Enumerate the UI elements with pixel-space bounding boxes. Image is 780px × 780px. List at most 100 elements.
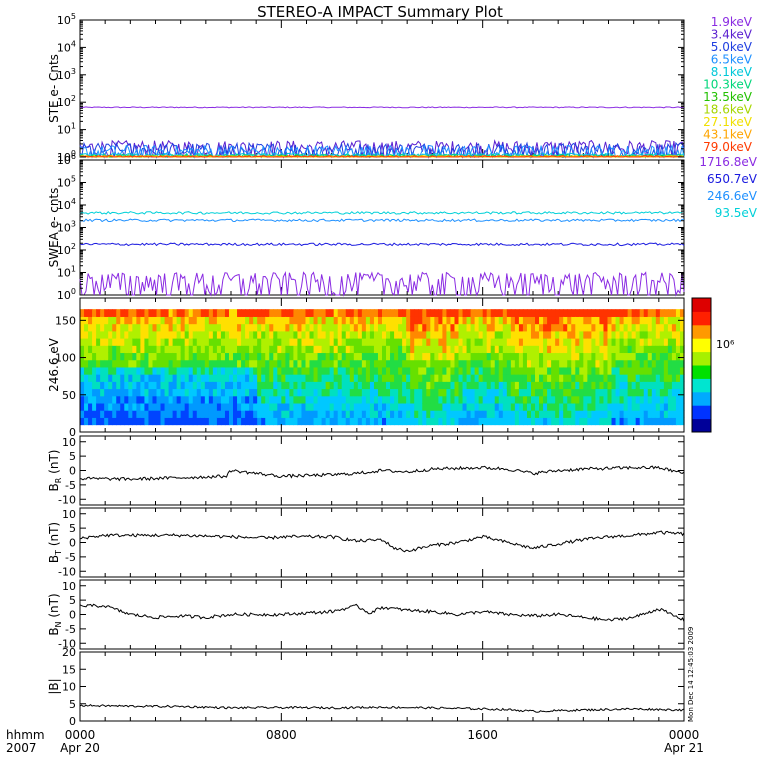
pad-heatmap-cell xyxy=(591,374,597,382)
pad-heatmap-cell xyxy=(301,410,307,418)
pad-heatmap-cell xyxy=(325,402,331,411)
pad-heatmap-cell xyxy=(635,323,641,332)
pad-heatmap-cell xyxy=(188,417,194,426)
pad-heatmap-cell xyxy=(104,323,109,332)
pad-heatmap-cell xyxy=(603,309,609,317)
pad-heatmap-cell xyxy=(454,316,460,325)
pad-heatmap-cell xyxy=(647,395,653,404)
pad-heatmap-cell xyxy=(168,381,174,390)
pad-heatmap-cell xyxy=(406,395,411,404)
pad-heatmap-cell xyxy=(269,402,274,411)
pad-heatmap-cell xyxy=(514,352,520,361)
pad-heatmap-cell xyxy=(369,381,375,390)
pad-heatmap-cell xyxy=(353,381,359,390)
pad-heatmap-cell xyxy=(265,309,270,317)
pad-heatmap-cell xyxy=(277,374,282,382)
pad-heatmap-cell xyxy=(526,359,532,368)
pad-heatmap-cell xyxy=(579,323,584,332)
pad-heatmap-cell xyxy=(667,316,673,325)
pad-heatmap-cell xyxy=(567,381,572,390)
pad-heatmap-cell xyxy=(277,338,282,346)
pad-heatmap-cell xyxy=(373,352,379,361)
pad-heatmap-cell xyxy=(80,395,85,404)
pad-heatmap-cell xyxy=(535,345,540,354)
pad-heatmap-cell xyxy=(325,417,331,426)
pad-heatmap-cell xyxy=(559,323,564,332)
pad-heatmap-cell xyxy=(200,323,206,332)
pad-heatmap-cell xyxy=(305,417,311,426)
pad-heatmap-cell xyxy=(196,316,202,325)
pad-heatmap-cell xyxy=(136,323,141,332)
pad-heatmap-cell xyxy=(442,402,448,411)
pad-heatmap-cell xyxy=(96,338,101,346)
pad-heatmap-cell xyxy=(659,352,665,361)
pad-heatmap-cell xyxy=(96,366,101,375)
pad-heatmap-cell xyxy=(410,410,415,418)
pad-heatmap-cell xyxy=(651,338,657,346)
pad-heatmap-cell xyxy=(414,374,419,382)
pad-heatmap-cell xyxy=(567,366,572,375)
pad-heatmap-cell xyxy=(631,338,637,346)
pad-heatmap-cell xyxy=(377,309,383,317)
pad-heatmap-cell xyxy=(623,388,629,397)
pad-heatmap-cell xyxy=(627,345,633,354)
pad-heatmap-cell xyxy=(349,323,355,332)
pad-heatmap-cell xyxy=(365,381,371,390)
pad-heatmap-cell xyxy=(309,330,315,339)
pad-heatmap-cell xyxy=(526,338,532,346)
pad-heatmap-cell xyxy=(462,381,468,390)
pad-heatmap-cell xyxy=(253,417,258,426)
pad-heatmap-cell xyxy=(663,402,669,411)
pad-heatmap-cell xyxy=(490,330,496,339)
pad-heatmap-cell xyxy=(450,330,456,339)
pad-heatmap-cell xyxy=(651,316,657,325)
pad-heatmap-cell xyxy=(535,410,540,418)
pad-heatmap-cell xyxy=(80,359,85,368)
pad-heatmap-cell xyxy=(273,395,278,404)
pad-heatmap-cell xyxy=(204,381,210,390)
pad-heatmap-cell xyxy=(398,374,403,382)
ste-ytick-label: 103 xyxy=(57,67,76,82)
pad-heatmap-cell xyxy=(349,338,355,346)
pad-heatmap-cell xyxy=(184,309,190,317)
pad-heatmap-cell xyxy=(212,417,218,426)
br-ytick-label: -5 xyxy=(65,479,76,492)
pad-heatmap-cell xyxy=(345,388,351,397)
pad-heatmap-cell xyxy=(643,417,649,426)
pad-heatmap-cell xyxy=(498,374,504,382)
pad-heatmap-cell xyxy=(148,316,154,325)
pad-heatmap-cell xyxy=(603,381,609,390)
pad-heatmap-cell xyxy=(261,388,266,397)
pad-heatmap-cell xyxy=(611,359,617,368)
pad-heatmap-cell xyxy=(450,352,456,361)
pad-heatmap-cell xyxy=(434,359,439,368)
pad-heatmap-cell xyxy=(575,316,580,325)
pad-heatmap-cell xyxy=(220,395,226,404)
pad-heatmap-cell xyxy=(293,417,299,426)
swea-ytick-exp: 1 xyxy=(71,265,76,274)
pad-heatmap-cell xyxy=(667,366,673,375)
pad-heatmap-cell xyxy=(373,395,379,404)
pad-heatmap-cell xyxy=(410,323,415,332)
pad-heatmap-cell xyxy=(120,395,125,404)
pad-heatmap-cell xyxy=(297,374,303,382)
pad-heatmap-cell xyxy=(675,374,681,382)
pad-heatmap-cell xyxy=(224,345,230,354)
pad-heatmap-cell xyxy=(184,330,190,339)
pad-heatmap-cell xyxy=(124,338,129,346)
pad-heatmap-cell xyxy=(410,309,415,317)
pad-heatmap-cell xyxy=(406,374,411,382)
pad-heatmap-cell xyxy=(184,388,190,397)
pad-heatmap-cell xyxy=(196,388,202,397)
pad-heatmap-cell xyxy=(128,330,133,339)
pad-heatmap-cell xyxy=(357,309,363,317)
pad-heatmap-cell xyxy=(522,359,528,368)
pad-heatmap-cell xyxy=(659,417,665,426)
pad-heatmap-cell xyxy=(124,388,129,397)
pad-heatmap-cell xyxy=(579,395,584,404)
pad-heatmap-cell xyxy=(104,309,109,317)
pad-heatmap-cell xyxy=(494,338,500,346)
colorbar-segment xyxy=(692,378,711,393)
pad-heatmap-cell xyxy=(96,388,101,397)
